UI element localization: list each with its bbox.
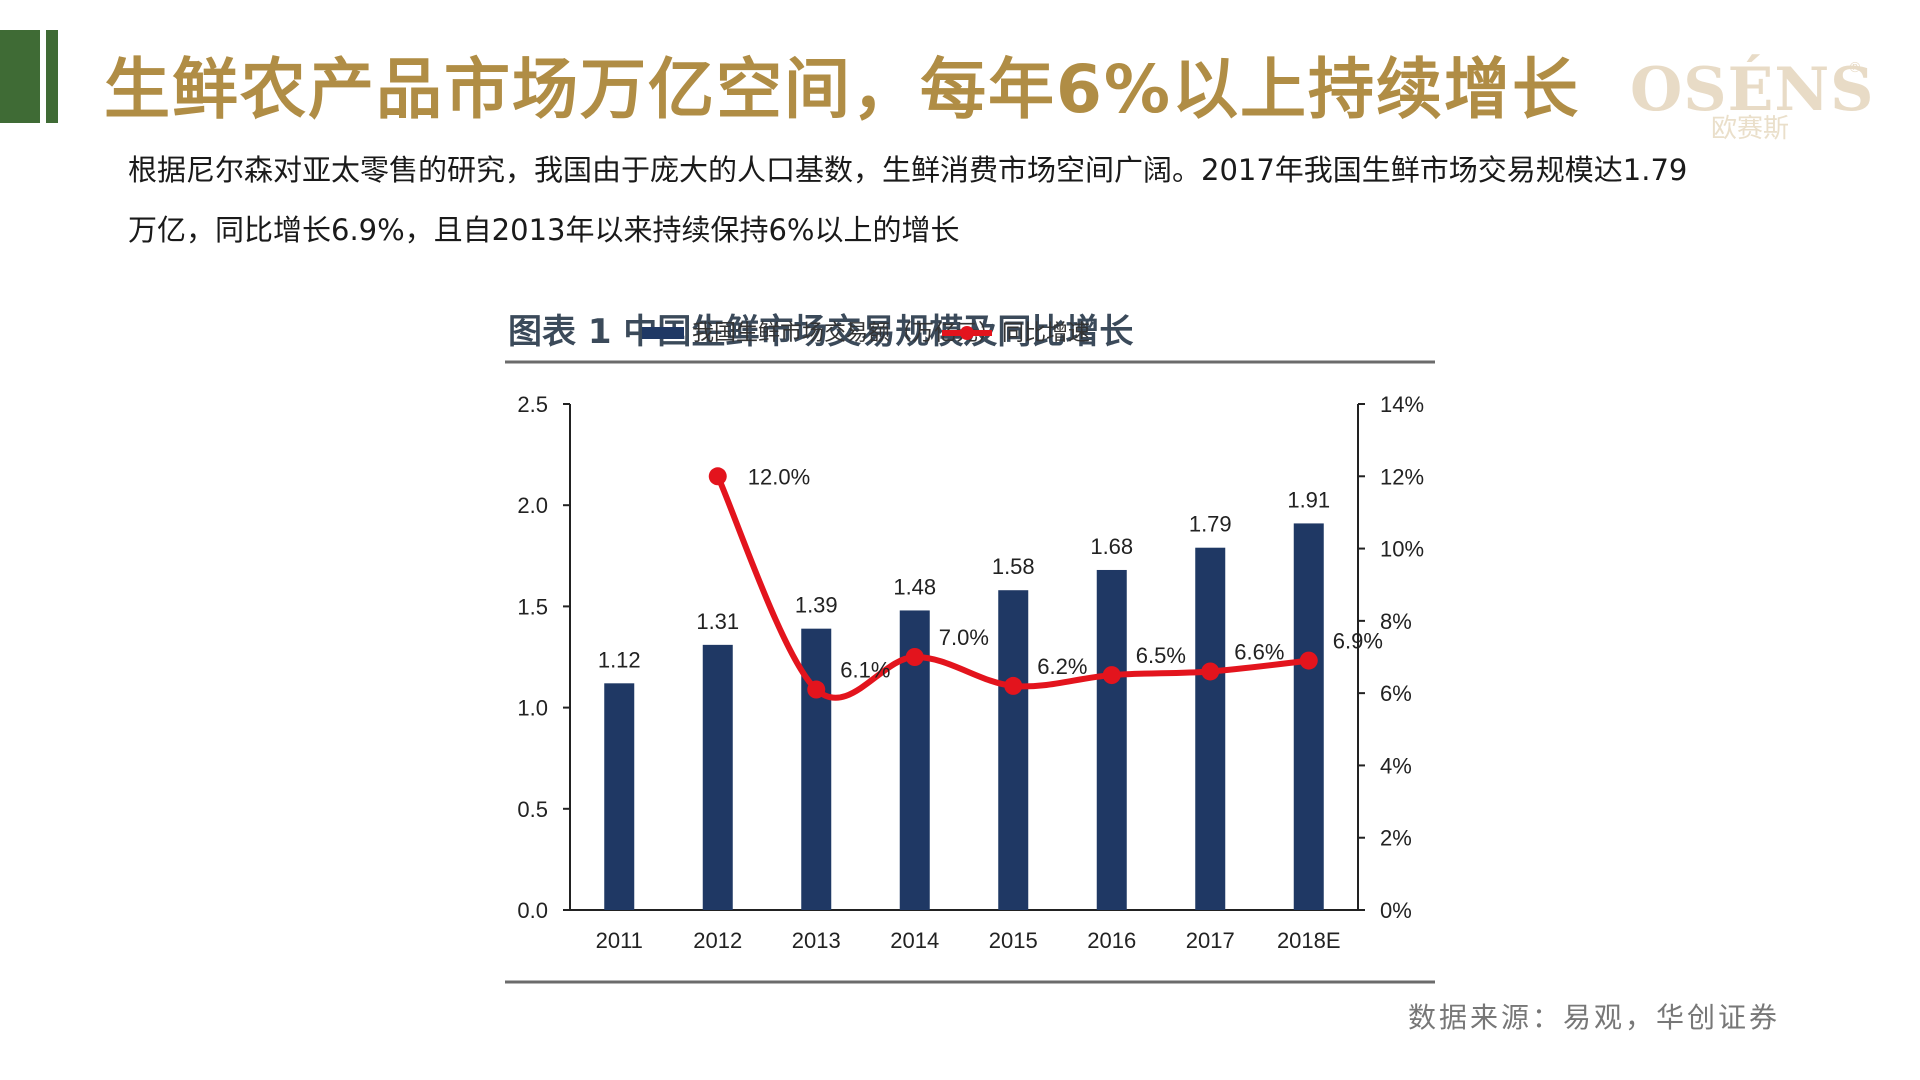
growth-point-2016: [1102, 666, 1121, 685]
y-left-tick-label: 2.0: [517, 493, 548, 518]
bar-value-label: 1.48: [893, 574, 936, 599]
x-tick-label: 2011: [596, 928, 643, 953]
x-tick-label: 2018E: [1277, 928, 1341, 953]
x-tick-label: 2014: [890, 928, 939, 953]
legend-line-marker: [960, 326, 974, 340]
y-right-tick-label: 4%: [1380, 753, 1412, 778]
bar-value-label: 1.91: [1287, 487, 1330, 512]
market-size-chart: 0.0 0.5 1.0 1.5 2.0 2.5 0% 2% 4% 6% 8% 10% 12% 14% 1.1…: [505, 320, 1435, 984]
osens-logo: OSÉNS ® 欧赛斯: [1630, 55, 1875, 146]
bar-2017: [1195, 547, 1226, 910]
legend-bar-swatch: [642, 327, 684, 339]
growth-value-label: 6.9%: [1333, 629, 1383, 654]
bar-value-label: 1.31: [696, 609, 739, 634]
y-right-tick-label: 0%: [1380, 898, 1412, 923]
y-right-tick-label: 6%: [1380, 681, 1412, 706]
y-right-tick-label: 2%: [1380, 826, 1412, 851]
y-left-tick-label: 0.5: [517, 797, 548, 822]
page-title: 生鲜农产品市场万亿空间，每年6%以上持续增长: [104, 51, 1581, 128]
growth-point-2017: [1201, 662, 1220, 681]
growth-point-2015: [1004, 676, 1023, 695]
growth-point-2018E: [1299, 651, 1318, 670]
x-tick-label: 2013: [792, 928, 841, 953]
y-right-tick-label: 10%: [1380, 537, 1424, 562]
growth-point-2013: [807, 680, 826, 699]
x-tick-label: 2017: [1186, 928, 1235, 953]
x-tick-label: 2015: [989, 928, 1038, 953]
growth-value-label: 6.2%: [1037, 654, 1087, 679]
bar-2016: [1096, 569, 1127, 910]
x-tick-label: 2012: [693, 928, 742, 953]
bar-2013: [801, 628, 832, 910]
description-line-1: 根据尼尔森对亚太零售的研究，我国由于庞大的人口基数，生鲜消费市场空间广阔。201…: [128, 153, 1688, 187]
bar-value-label: 1.58: [992, 554, 1035, 579]
growth-value-label: 12.0%: [748, 464, 810, 489]
growth-value-label: 7.0%: [939, 625, 989, 650]
growth-point-2014: [905, 648, 924, 666]
chart-title: 图表 1 中国生鲜市场交易规模及同比增长: [508, 312, 1134, 352]
y-right-tick-label: 12%: [1380, 464, 1424, 489]
bar-2011: [604, 683, 635, 910]
chart-container: 图表 1 中国生鲜市场交易规模及同比增长 0.0 0.5 1.0 1.5 2.0 2.5 0…: [490, 292, 1450, 992]
title-accent-bar-thin: [46, 30, 58, 123]
y-right-tick-label: 14%: [1380, 392, 1424, 417]
growth-value-label: 6.1%: [840, 658, 890, 683]
y-right-tick-label: 8%: [1380, 609, 1412, 634]
data-source-note: 数据来源：易观，华创证券: [1408, 1001, 1781, 1034]
title-accent-bar: [0, 30, 40, 123]
bar-value-label: 1.12: [598, 647, 641, 672]
growth-value-label: 6.5%: [1136, 643, 1186, 668]
y-left-tick-label: 2.5: [517, 392, 548, 417]
bar-2012: [702, 644, 733, 910]
y-left-tick-label: 0.0: [517, 898, 548, 923]
growth-point-2012: [708, 467, 727, 486]
y-left-tick-label: 1.5: [517, 594, 548, 619]
description-line-2: 万亿，同比增长6.9%，且自2013年以来持续保持6%以上的增长: [128, 213, 960, 247]
legend-line-label: 同比增速: [1002, 320, 1090, 345]
bar-2018E: [1293, 523, 1324, 910]
y-left-tick-label: 1.0: [517, 696, 548, 721]
bar-value-label: 1.39: [795, 593, 838, 618]
logo-registered-mark: ®: [1848, 60, 1862, 76]
bar-value-label: 1.79: [1189, 512, 1232, 537]
bar-value-label: 1.68: [1090, 534, 1133, 559]
x-tick-label: 2016: [1087, 928, 1136, 953]
bar-2015: [998, 590, 1029, 910]
description-paragraph: 根据尼尔森对亚太零售的研究，我国由于庞大的人口基数，生鲜消费市场空间广阔。201…: [128, 140, 1848, 260]
growth-value-label: 6.6%: [1234, 639, 1284, 664]
logo-chinese-name: 欧赛斯: [1710, 114, 1789, 144]
logo-wordmark: OSÉNS: [1630, 55, 1875, 125]
